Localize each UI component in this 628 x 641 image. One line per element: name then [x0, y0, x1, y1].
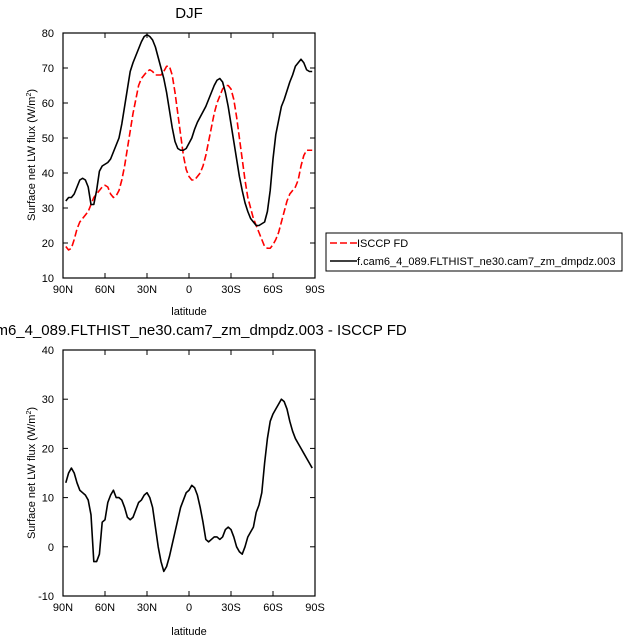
legend-label-series-0: ISCCP FD [357, 238, 408, 250]
chart-top-series-1-line [65, 33, 313, 227]
chart-top-x-tick-label: 0 [186, 284, 192, 296]
chart-top-y-tick-label: 10 [42, 273, 54, 285]
chart-bottom-y-tick-label: 0 [48, 542, 54, 554]
chart-bottom-y-tick-label: 40 [42, 345, 54, 357]
chart-top-x-tick-label: 60N [95, 284, 115, 296]
chart-bottom-x-tick-label: 90N [53, 602, 73, 614]
chart-bottom-x-tick-label: 30N [137, 602, 157, 614]
chart-top-plot-frame [62, 32, 316, 279]
chart-top-y-axis-label: Surface net LW flux (W/m2) [26, 89, 38, 221]
chart-top-y-tick-label: 50 [42, 133, 54, 145]
chart-top-x-tick-label: 90S [305, 284, 325, 296]
chart-top-x-tick-label: 30S [221, 284, 241, 296]
chart-top-title: DJF [175, 5, 203, 22]
chart-bottom-x-tick-label: 60N [95, 602, 115, 614]
chart-top-y-tick-label: 80 [42, 28, 54, 40]
chart-top-x-tick-label: 90N [53, 284, 73, 296]
chart-bottom-y-tick-label: 30 [42, 394, 54, 406]
chart-bottom-y-tick-label: 10 [42, 493, 54, 505]
chart-top-y-axis-label-main: Surface net LW flux (W/m [26, 97, 38, 222]
chart-top-series-0-line [65, 65, 313, 251]
legend-label-series-1: f.cam6_4_089.FLTHIST_ne30.cam7_zm_dmpdz.… [357, 256, 615, 268]
chart-top-legend: ISCCP FD f.cam6_4_089.FLTHIST_ne30.cam7_… [325, 232, 623, 272]
chart-bottom-y-tick-label: -10 [38, 591, 54, 603]
chart-top-y-tick-label: 20 [42, 238, 54, 250]
chart-bottom-y-tick-label: 20 [42, 443, 54, 455]
chart-bottom-series-group [65, 398, 313, 573]
chart-bottom-x-tick-label: 60S [263, 602, 283, 614]
chart-top-x-ticks: 90N 60N 30N 0 30S 60S 90S [53, 33, 325, 296]
chart-bottom-series-0-line [65, 398, 313, 573]
chart-bottom-plot-frame [62, 349, 316, 597]
chart-top-y-axis-label-close: ) [26, 89, 38, 93]
chart-bottom-x-tick-label: 90S [305, 602, 325, 614]
chart-top: DJF 90N 60N 30N 0 30S 60S 90S 10 20 30 40 50 60 70 80… [26, 5, 623, 318]
chart-bottom-y-axis-label-sup: 2 [26, 411, 33, 415]
chart-top-y-tick-label: 30 [42, 203, 54, 215]
chart-bottom-y-axis-label-close: ) [26, 407, 38, 411]
legend-box [325, 232, 623, 272]
chart-top-y-tick-label: 60 [42, 98, 54, 110]
chart-top-x-tick-label: 60S [263, 284, 283, 296]
chart-bottom-x-tick-label: 30S [221, 602, 241, 614]
chart-top-series-group [65, 33, 313, 251]
chart-bottom: f.cam6_4_089.FLTHIST_ne30.cam7_zm_dmpdz.… [0, 322, 407, 638]
chart-top-y-ticks: 10 20 30 40 50 60 70 80 [42, 28, 315, 285]
chart-top-y-tick-label: 40 [42, 168, 54, 180]
chart-bottom-y-axis-label-main: Surface net LW flux (W/m [26, 415, 38, 540]
chart-bottom-title: f.cam6_4_089.FLTHIST_ne30.cam7_zm_dmpdz.… [0, 322, 407, 339]
chart-bottom-x-tick-label: 0 [186, 602, 192, 614]
chart-top-x-axis-label: latitude [171, 306, 206, 318]
chart-bottom-y-axis-label: Surface net LW flux (W/m2) [26, 407, 38, 539]
chart-top-y-tick-label: 70 [42, 63, 54, 75]
chart-top-x-tick-label: 30N [137, 284, 157, 296]
chart-bottom-y-ticks: -10 0 10 20 30 40 [38, 345, 315, 603]
chart-top-y-axis-label-sup: 2 [26, 93, 33, 97]
chart-bottom-x-ticks: 90N 60N 30N 0 30S 60S 90S [53, 350, 325, 614]
chart-bottom-x-axis-label: latitude [171, 626, 206, 638]
